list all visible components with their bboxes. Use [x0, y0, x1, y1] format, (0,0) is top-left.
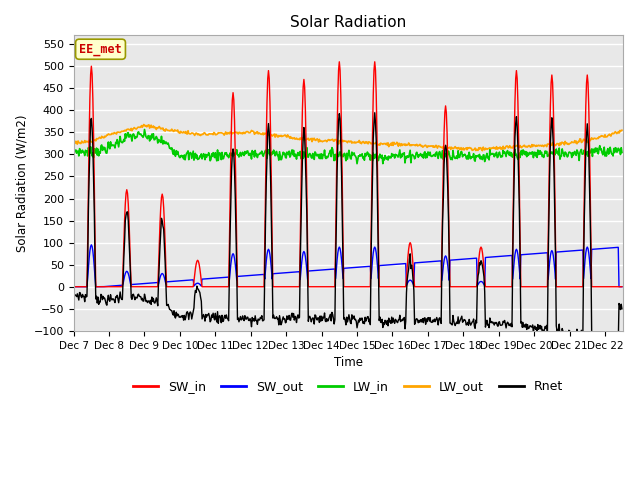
- LW_out: [140, 121, 148, 127]
- LW_out: [70, 143, 77, 148]
- SW_out: [477, 278, 485, 284]
- LW_in: [70, 144, 77, 149]
- LW_in: [465, 156, 472, 162]
- Legend: SW_in, SW_out, LW_in, LW_out, Rnet: SW_in, SW_out, LW_in, LW_out, Rnet: [128, 375, 568, 398]
- SW_in: [70, 284, 77, 289]
- Rnet: [464, 320, 472, 325]
- Line: Rnet: Rnet: [74, 113, 622, 348]
- Line: LW_out: LW_out: [74, 124, 622, 151]
- SW_out: [147, 280, 155, 286]
- LW_in: [478, 156, 486, 162]
- Line: SW_in: SW_in: [74, 62, 622, 287]
- LW_in: [141, 127, 148, 132]
- SW_in: [477, 244, 485, 250]
- LW_in: [618, 149, 626, 155]
- LW_in: [72, 147, 80, 153]
- SW_out: [325, 266, 333, 272]
- X-axis label: Time: Time: [333, 356, 363, 369]
- SW_in: [72, 284, 80, 289]
- Rnet: [477, 258, 485, 264]
- Rnet: [609, 345, 617, 351]
- SW_in: [335, 59, 343, 65]
- Rnet: [304, 267, 312, 273]
- LW_out: [147, 122, 155, 128]
- Rnet: [618, 306, 626, 312]
- SW_out: [88, 242, 95, 248]
- LW_in: [147, 136, 155, 142]
- LW_out: [305, 135, 312, 141]
- Rnet: [371, 110, 379, 116]
- SW_out: [464, 256, 472, 262]
- LW_out: [72, 138, 80, 144]
- LW_out: [479, 148, 486, 154]
- Title: Solar Radiation: Solar Radiation: [290, 15, 406, 30]
- Rnet: [70, 285, 77, 291]
- Rnet: [147, 298, 154, 303]
- SW_out: [618, 284, 626, 289]
- Line: SW_out: SW_out: [74, 245, 622, 287]
- LW_out: [618, 127, 626, 133]
- LW_out: [325, 137, 333, 143]
- LW_out: [464, 145, 472, 151]
- LW_in: [353, 161, 361, 167]
- SW_in: [304, 241, 312, 247]
- Text: EE_met: EE_met: [79, 43, 122, 56]
- SW_out: [305, 268, 312, 274]
- Rnet: [324, 318, 332, 324]
- SW_in: [147, 284, 154, 289]
- SW_in: [464, 284, 472, 289]
- LW_out: [477, 145, 485, 151]
- Rnet: [72, 293, 80, 299]
- SW_in: [324, 284, 332, 289]
- SW_out: [72, 284, 80, 289]
- Line: LW_in: LW_in: [74, 130, 622, 164]
- SW_in: [618, 284, 626, 289]
- Y-axis label: Solar Radiation (W/m2): Solar Radiation (W/m2): [15, 114, 28, 252]
- SW_out: [70, 284, 77, 289]
- LW_in: [325, 151, 333, 156]
- LW_in: [305, 155, 312, 160]
